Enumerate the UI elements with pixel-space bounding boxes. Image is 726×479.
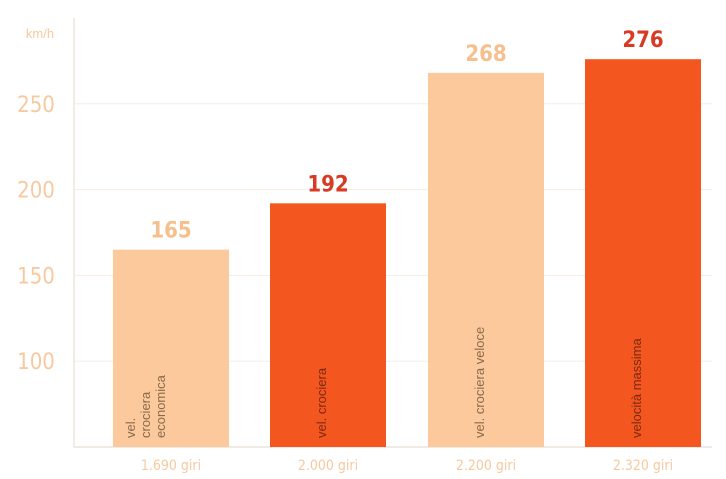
bar-inner-label-line: velocità massima (629, 338, 644, 438)
y-tick-label: 100 (17, 350, 55, 375)
bar-inner-label: vel. crociera veloce (472, 327, 487, 438)
bar (585, 59, 701, 448)
bar-inner-label-line: vel. crociera (314, 367, 329, 438)
bar-value-label: 192 (307, 172, 348, 197)
y-axis-unit-label: km/h (26, 26, 54, 41)
bars: 165 vel. crociera economica 192 vel. crociera… (113, 28, 701, 448)
x-tick-label: 2.320 giri (613, 458, 673, 474)
x-axis-ticks: 1.690 giri 2.000 giri 2.200 giri 2.320 giri (141, 458, 673, 474)
bar (270, 203, 386, 447)
bar-inner-label: velocità massima (629, 338, 644, 438)
y-tick-label: 250 (17, 93, 55, 118)
y-tick-label: 150 (17, 264, 55, 289)
bar-value-label: 276 (622, 28, 663, 53)
x-tick-label: 2.200 giri (456, 458, 516, 474)
y-tick-label: 200 (17, 179, 55, 204)
y-axis-ticks: 100 150 200 250 (17, 93, 55, 375)
bar (113, 249, 229, 447)
bar (428, 72, 544, 448)
bar-value-label: 165 (150, 219, 191, 244)
bar-inner-label-line: crociera (138, 391, 153, 438)
bar-inner-label-line: economica (153, 374, 168, 438)
x-tick-label: 1.690 giri (141, 458, 201, 474)
x-tick-label: 2.000 giri (298, 458, 358, 474)
bar-inner-label: vel. crociera economica (123, 374, 168, 438)
bar-inner-label-line: vel. crociera veloce (472, 327, 487, 438)
bar-inner-label-line: vel. (123, 418, 138, 438)
bar-inner-label: vel. crociera (314, 367, 329, 438)
bar-value-label: 268 (465, 42, 506, 67)
